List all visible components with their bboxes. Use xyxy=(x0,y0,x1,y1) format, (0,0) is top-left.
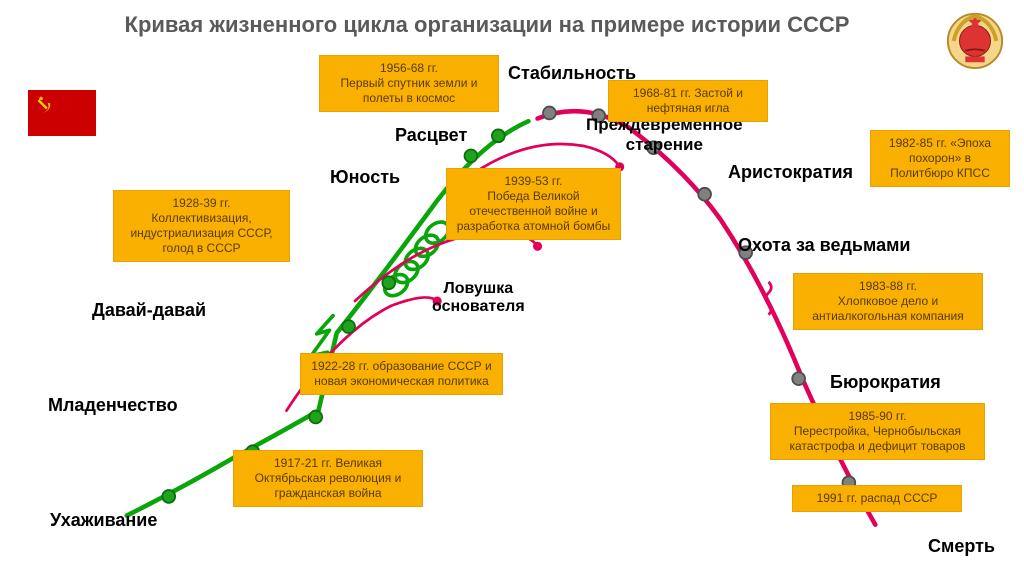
event-1922: 1922-28 гг. образование СССР и новая эко… xyxy=(300,353,503,395)
stage-infancy: Младенчество xyxy=(48,395,178,416)
page-title: Кривая жизненного цикла организации на п… xyxy=(40,12,934,38)
stage-aristocracy: Аристократия xyxy=(728,162,853,183)
founder-trap-label: Ловушкаоснователя xyxy=(432,280,525,316)
event-1917: 1917-21 гг. Великая Октябрьская революци… xyxy=(233,450,423,507)
event-1985: 1985-90 гг.Перестройка, Чернобыльская ка… xyxy=(770,403,985,460)
stage-courtship: Ухаживание xyxy=(50,510,157,531)
stage-gogo: Давай-давай xyxy=(92,300,206,321)
event-1956: 1956-68 гг.Первый спутник земли и полеты… xyxy=(319,55,499,112)
stage-bureaucracy: Бюрократия xyxy=(830,372,941,393)
stage-death: Смерть xyxy=(928,536,995,557)
event-1983: 1983-88 гг.Хлопковое дело и антиалкоголь… xyxy=(793,273,983,330)
event-1939: 1939-53 гг.Победа Великой отечественной … xyxy=(446,168,621,240)
stage-prime: Расцвет xyxy=(395,125,467,146)
event-1928: 1928-39 гг. Коллективизация, индустриали… xyxy=(113,190,290,262)
event-1991: 1991 гг. распад СССР xyxy=(792,485,962,512)
stage-witchhunt: Охота за ведьмами xyxy=(738,235,910,256)
event-1968: 1968-81 гг. Застой и нефтяная игла xyxy=(608,80,768,122)
event-1982: 1982-85 гг. «Эпоха похорон» в Политбюро … xyxy=(870,130,1010,187)
stage-adolescence: Юность xyxy=(330,167,400,188)
